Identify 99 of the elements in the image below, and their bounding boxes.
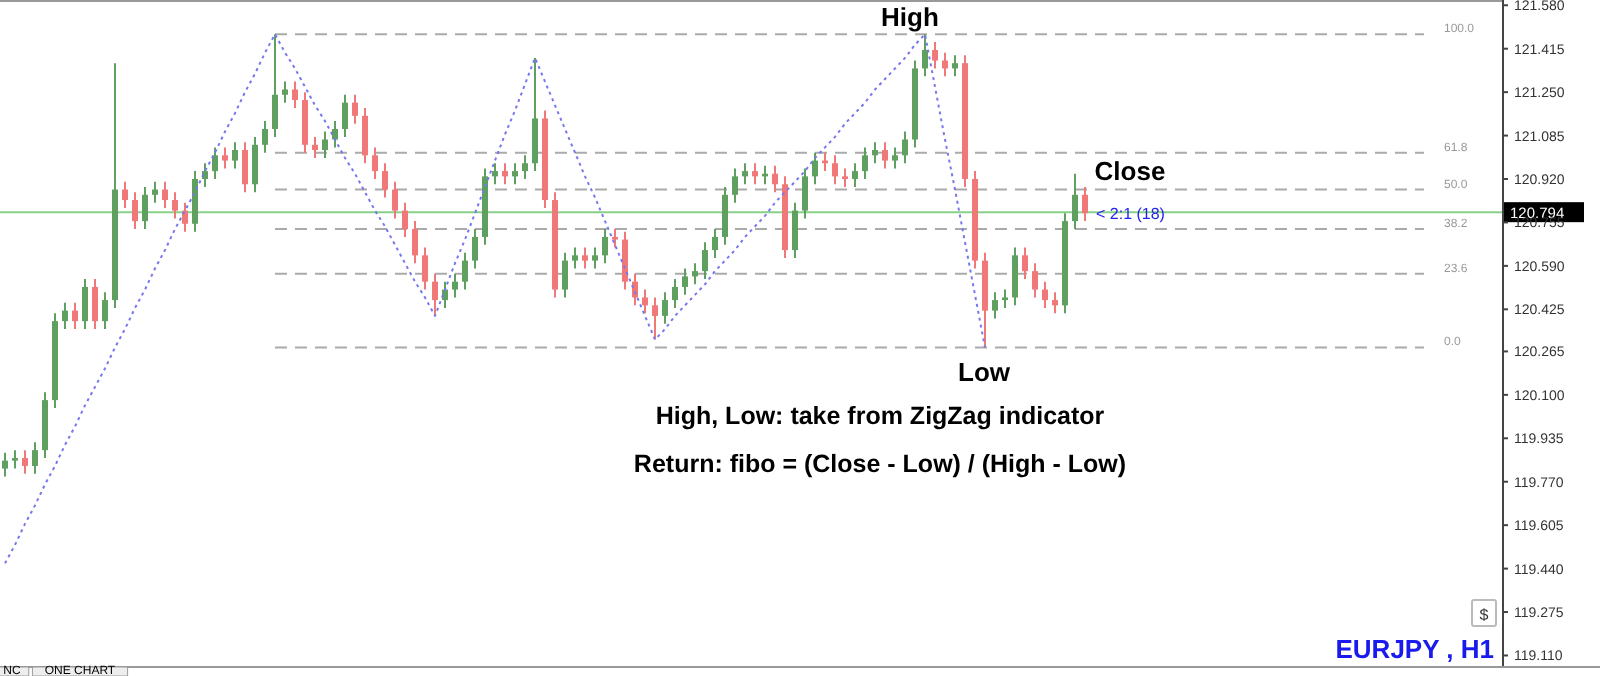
candlestick [722,185,728,246]
candlestick [532,56,538,173]
candlestick [952,54,958,78]
candlestick [262,120,268,154]
candlestick [512,162,518,186]
annotation: Low [958,357,1012,388]
candlestick [742,162,748,186]
candlestick [1082,185,1088,223]
candlestick [22,449,28,475]
candlestick [82,278,88,331]
candlestick [242,141,248,194]
candlestick [92,278,98,331]
candlestick [312,135,318,159]
candlestick [292,80,298,109]
candlestick [122,180,128,209]
candlestick [392,180,398,220]
candlestick [2,451,8,478]
text: $ [1479,606,1490,624]
candlestick [342,93,348,138]
candlestick [332,120,338,149]
candlestick [452,272,458,299]
candlestick [212,146,218,180]
candlestick [472,228,478,270]
candlestick [172,191,178,220]
candlestick [272,33,278,138]
candlestick [1022,246,1028,281]
candlestick [682,267,688,296]
candlestick [522,154,528,180]
candlestick [652,296,658,341]
candlestick [162,180,168,209]
candlestick [582,246,588,270]
candlestick [572,246,578,270]
candlestick [812,151,818,186]
candlestick [12,449,18,470]
candlestick [1012,246,1018,307]
candlestick [402,201,408,238]
candlestick [932,41,938,70]
candlestick [232,141,238,170]
candlestick [672,278,678,309]
candlestick [72,301,78,331]
candlestick [802,167,808,220]
candlestick [752,162,758,186]
candlestick [362,106,368,165]
candlestick [302,91,308,154]
candlestick [502,162,508,186]
annotation: Return: fibo = (Close - Low) / (High - Low) [633,450,1127,478]
annotation: High [881,2,939,33]
candlestick [612,228,618,249]
candlestick [592,246,598,270]
candlestick [662,291,668,325]
candlestick [892,146,898,170]
text: EURJPY , H1 [1335,634,1494,664]
candlestick [862,146,868,180]
candlestick [832,154,838,186]
candlestick [192,170,198,233]
candlestick [102,291,108,331]
candlestick [382,162,388,199]
candlestick [872,141,878,165]
candlestick [692,262,698,286]
candlestick [852,162,858,188]
annotation: High, Low: take from ZigZag indicator [655,402,1105,430]
candlestick [562,251,568,299]
candlestick [1052,291,1058,315]
candlestick [322,130,328,159]
candlestick [142,185,148,231]
candlestick [732,167,738,204]
candlestick [842,167,848,188]
candlestick [1042,280,1048,309]
candlestick [702,241,708,281]
candlestick [32,441,38,475]
candlestick [792,201,798,259]
candlestick [182,201,188,233]
candlestick [352,93,358,125]
candlestick [1032,262,1038,299]
candlestick [772,164,778,194]
candlestick [602,228,608,265]
candlestick [412,220,418,265]
candlestick [252,135,258,194]
candlestick [882,141,888,170]
candlestick [1072,172,1078,231]
candlestick [492,162,498,186]
candlestick [222,146,228,170]
candlestick [62,301,68,331]
candlestick [922,33,928,78]
candlestick [132,191,138,231]
candlestick [712,228,718,259]
candlestick [642,288,648,315]
candlestick [622,230,628,291]
candlestick [902,130,908,165]
candlestick [372,146,378,180]
text: Close [1094,156,1166,186]
candlestick [1002,288,1008,309]
annotation: < 2:1 (18) [1096,205,1166,224]
candlestick [432,272,438,317]
candlestick [282,80,288,104]
candlestick [992,291,998,320]
candlestick [462,251,468,291]
candlestick [422,246,428,291]
candlestick [152,180,158,204]
